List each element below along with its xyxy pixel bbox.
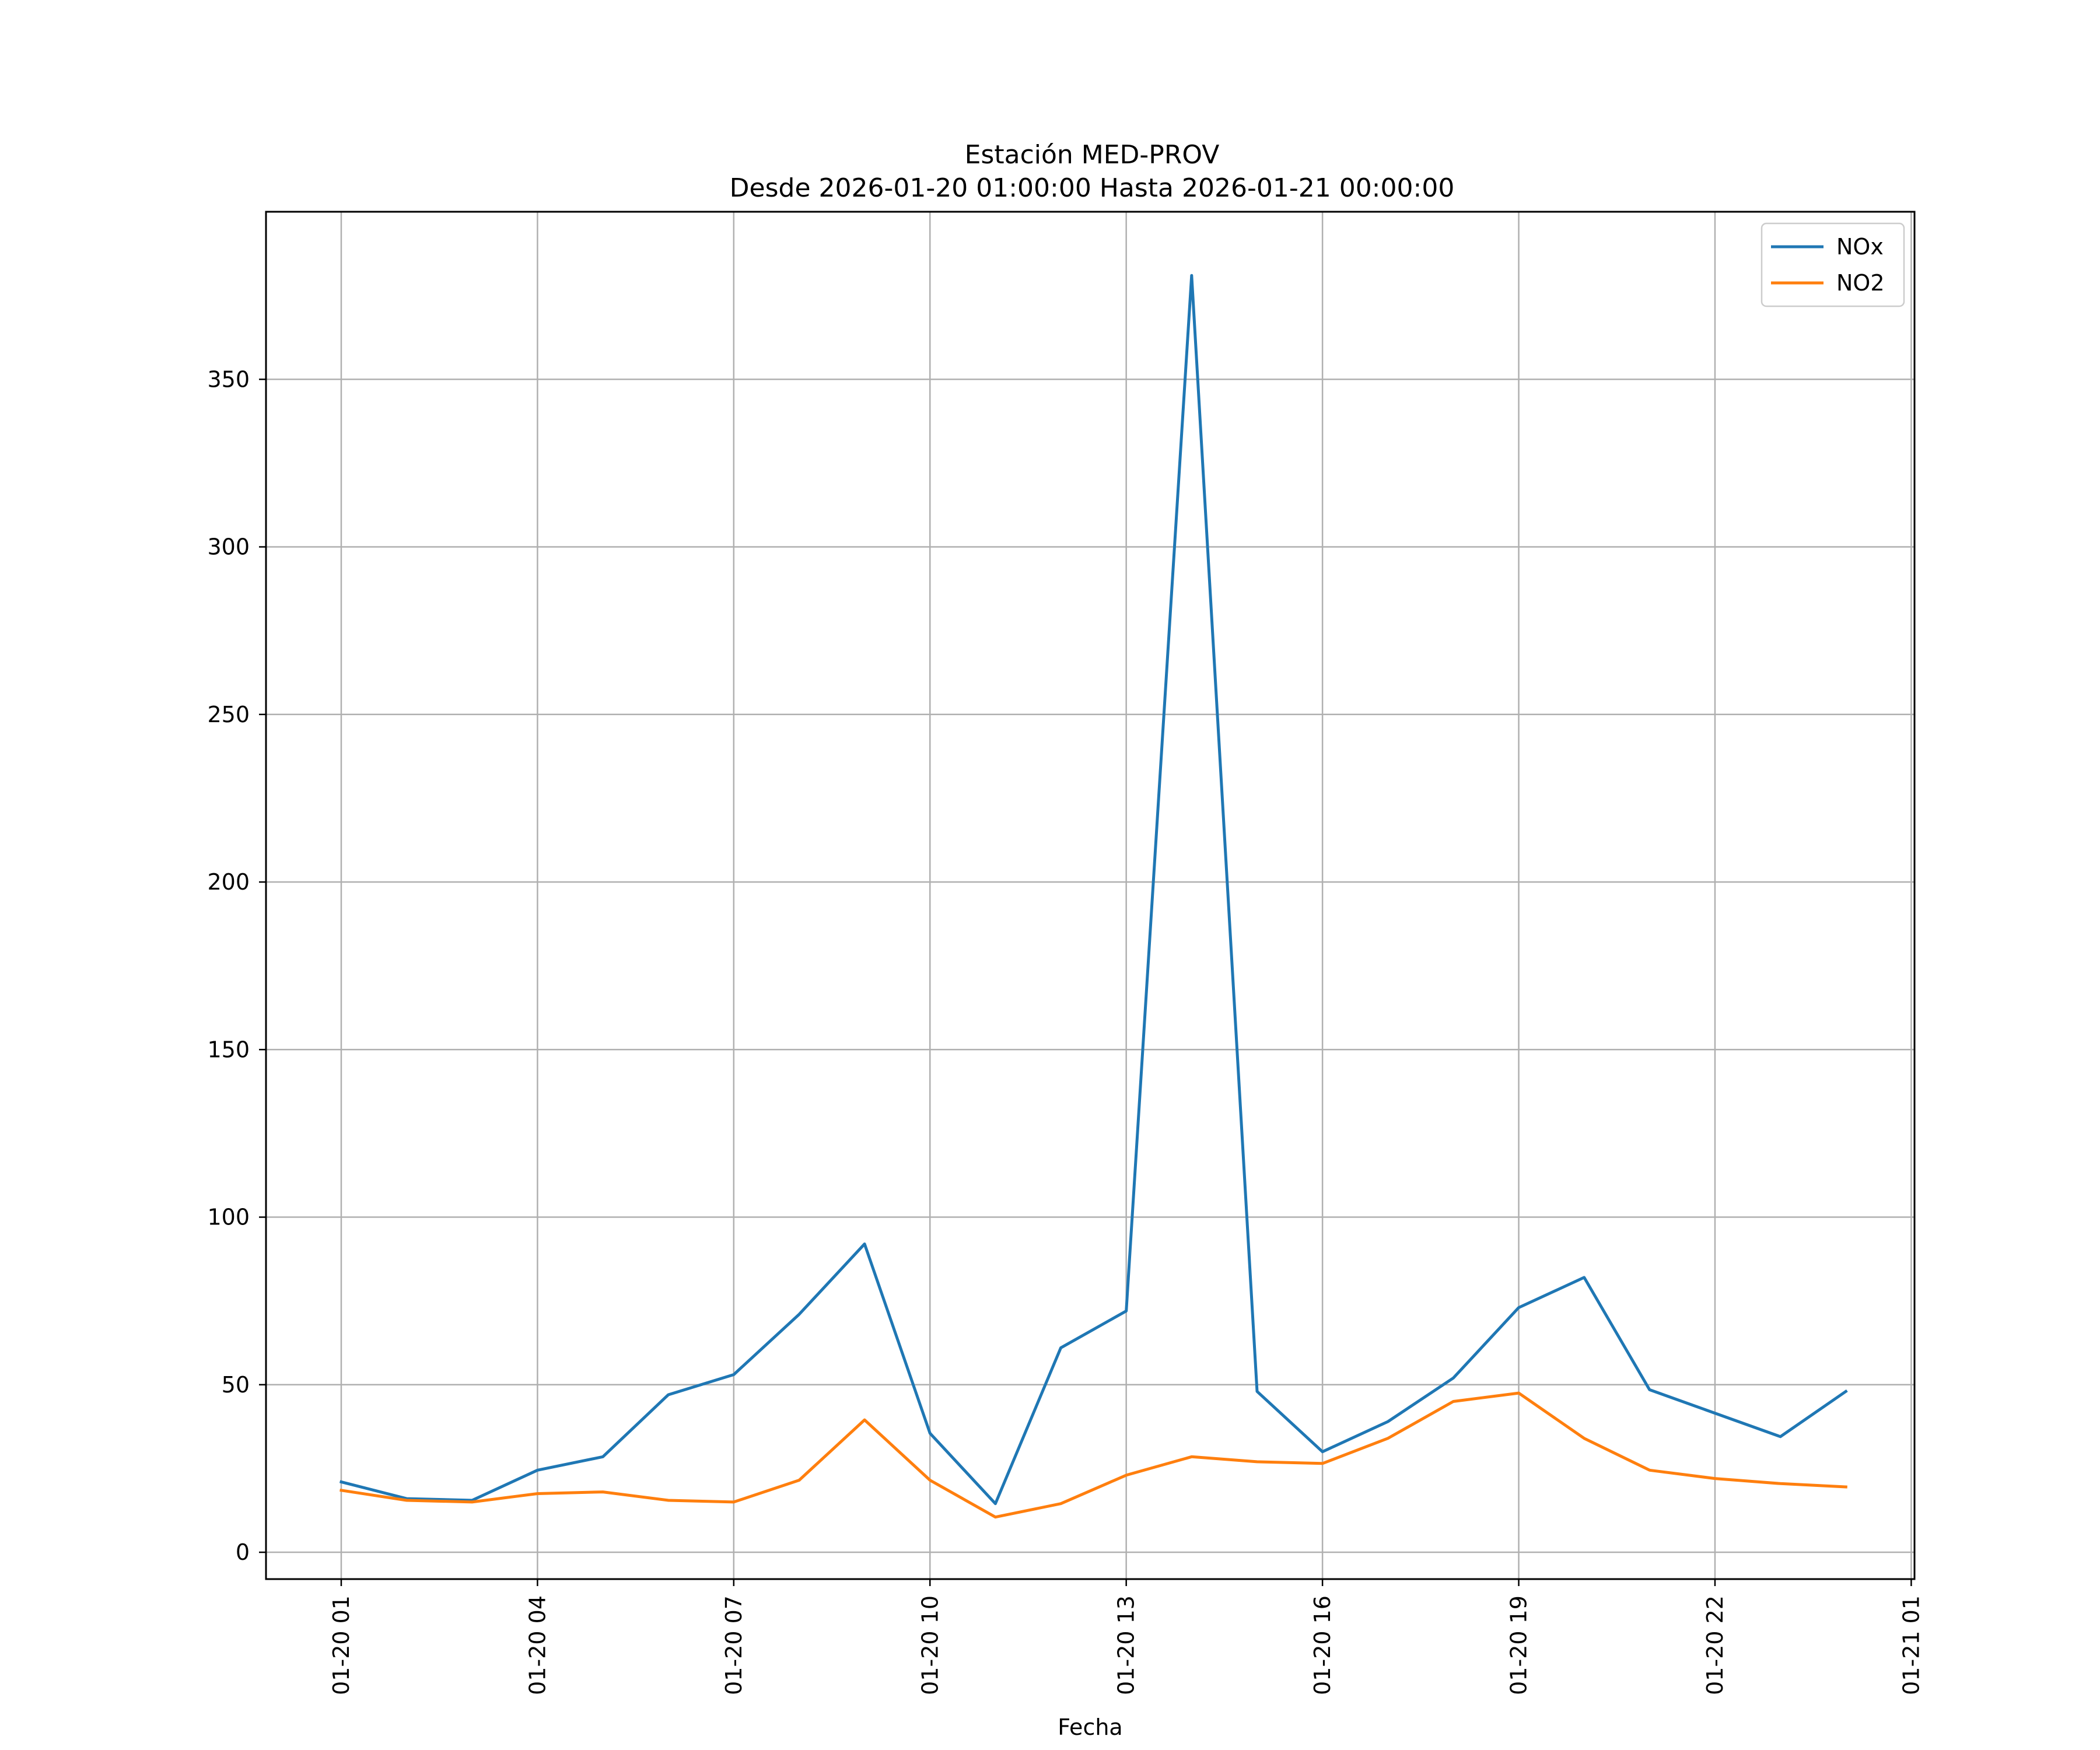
data-point-no2 xyxy=(536,1492,539,1495)
data-point-no2 xyxy=(1845,1486,1847,1489)
x-tick-label: 01-20 16 xyxy=(1310,1595,1335,1695)
legend-box xyxy=(1760,222,1905,307)
x-tick-label: 01-20 10 xyxy=(917,1595,943,1695)
data-point-nox xyxy=(536,1469,539,1472)
data-point-nox xyxy=(1190,274,1193,277)
data-point-nox xyxy=(1125,1310,1128,1312)
series-line-nox xyxy=(339,274,1848,1506)
data-point-no2 xyxy=(1452,1400,1455,1403)
y-tick-label: 200 xyxy=(207,869,250,895)
data-point-nox xyxy=(1583,1276,1586,1279)
data-point-no2 xyxy=(601,1490,604,1493)
data-point-no2 xyxy=(1059,1502,1062,1505)
data-point-nox xyxy=(1059,1346,1062,1349)
x-tick-label: 01-20 04 xyxy=(524,1595,550,1695)
data-point-nox xyxy=(1255,1390,1258,1393)
data-point-nox xyxy=(1387,1420,1390,1423)
x-tick-label: 01-20 01 xyxy=(328,1595,354,1695)
x-tick-label: 01-21 01 xyxy=(1898,1595,1924,1695)
data-point-no2 xyxy=(667,1499,670,1502)
data-point-no2 xyxy=(1713,1477,1716,1480)
data-point-no2 xyxy=(1321,1462,1324,1465)
data-point-no2 xyxy=(1387,1437,1390,1440)
data-point-nox xyxy=(1648,1388,1651,1391)
data-point-nox xyxy=(929,1432,932,1435)
y-tick-label: 100 xyxy=(207,1205,250,1230)
data-point-no2 xyxy=(994,1516,997,1518)
series-lines xyxy=(339,274,1848,1519)
x-tick-label: 01-20 22 xyxy=(1702,1595,1728,1695)
y-axis: 0 50 100 150 200 250 300 350 xyxy=(207,366,266,1565)
data-point-no2 xyxy=(340,1489,342,1492)
data-point-no2 xyxy=(732,1500,735,1503)
data-point-nox xyxy=(1713,1412,1716,1415)
grid xyxy=(266,212,1915,1579)
data-point-nox xyxy=(994,1502,997,1505)
data-point-nox xyxy=(1845,1390,1847,1393)
data-point-nox xyxy=(1452,1377,1455,1380)
data-point-no2 xyxy=(1779,1482,1782,1485)
y-tick-label: 50 xyxy=(222,1372,250,1398)
data-point-nox xyxy=(601,1455,604,1458)
series-line-no2 xyxy=(340,1391,1847,1519)
y-tick-label: 250 xyxy=(207,702,250,727)
y-tick-label: 300 xyxy=(207,534,250,560)
data-point-no2 xyxy=(471,1500,474,1503)
x-tick-label: 01-20 13 xyxy=(1114,1595,1139,1695)
legend-label-no2: NO2 xyxy=(1836,270,1885,296)
plot-frame xyxy=(265,211,1916,1580)
legend: NOx NO2 xyxy=(1760,222,1905,307)
data-point-nox xyxy=(732,1373,735,1376)
y-tick-label: 350 xyxy=(207,366,250,392)
y-tick-label: 150 xyxy=(207,1037,250,1062)
chart-title: Estación MED-PROV xyxy=(965,140,1220,170)
data-point-no2 xyxy=(797,1479,800,1482)
x-axis-label: Fecha xyxy=(1058,1714,1122,1740)
data-point-nox xyxy=(797,1313,800,1316)
data-point-no2 xyxy=(1125,1474,1128,1476)
data-point-nox xyxy=(863,1242,866,1245)
y-tick-label: 0 xyxy=(236,1539,250,1565)
data-point-nox xyxy=(340,1480,342,1483)
data-point-nox xyxy=(667,1394,670,1396)
data-point-nox xyxy=(1517,1306,1520,1309)
data-point-no2 xyxy=(1255,1460,1258,1463)
x-axis: 01-20 01 01-20 04 01-20 07 01-20 10 01-20 13… xyxy=(328,1579,1924,1695)
data-point-no2 xyxy=(863,1419,866,1422)
data-point-no2 xyxy=(1648,1469,1651,1472)
data-point-nox xyxy=(1779,1435,1782,1438)
data-point-no2 xyxy=(1517,1392,1520,1395)
data-point-no2 xyxy=(929,1479,932,1482)
data-point-no2 xyxy=(405,1499,408,1502)
legend-label-nox: NOx xyxy=(1836,234,1884,260)
x-tick-label: 01-20 07 xyxy=(721,1595,747,1695)
data-point-no2 xyxy=(1583,1437,1586,1440)
data-point-no2 xyxy=(1190,1455,1193,1458)
data-point-nox xyxy=(1321,1450,1324,1453)
chart-subtitle: Desde 2026-01-20 01:00:00 Hasta 2026-01-… xyxy=(730,173,1455,203)
x-tick-label: 01-20 19 xyxy=(1506,1595,1532,1695)
